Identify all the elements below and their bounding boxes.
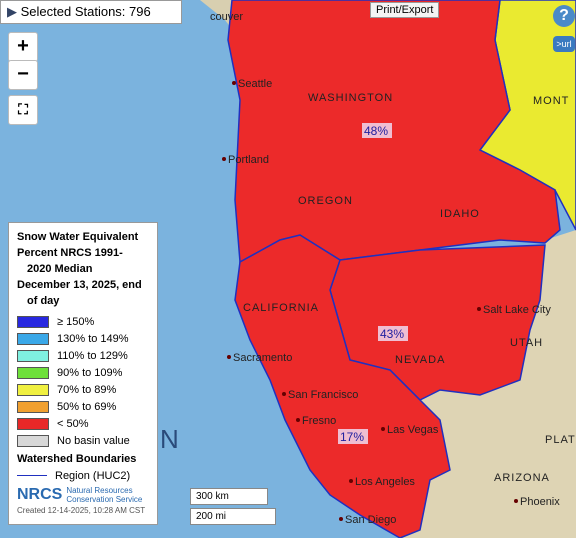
place-dot [296, 418, 300, 422]
legend-label: 50% to 69% [57, 400, 117, 413]
legend-item: 70% to 89% [17, 381, 149, 398]
region-label: 48% [364, 124, 388, 138]
place-label: PLATE [545, 434, 576, 446]
legend-item: 90% to 109% [17, 364, 149, 381]
legend-label: 130% to 149% [57, 332, 129, 345]
legend-item: No basin value [17, 432, 149, 449]
zoom-in[interactable]: + [8, 32, 38, 62]
place-label: Seattle [238, 78, 272, 90]
place-label: UTAH [510, 337, 543, 349]
place-label: couver [210, 11, 243, 23]
legend-label: ≥ 150% [57, 315, 95, 328]
place-dot [232, 81, 236, 85]
place-label: CALIFORNIA [243, 302, 319, 314]
legend-title-line: Percent NRCS 1991- [17, 247, 123, 259]
place-dot [227, 355, 231, 359]
place-dot [339, 517, 343, 521]
legend-label: No basin value [57, 434, 130, 447]
logo-text: Natural Resources [66, 486, 133, 495]
created: Created 12-14-2025, 10:28 AM CST [17, 506, 146, 515]
legend-title-line: Snow Water Equivalent [17, 231, 139, 243]
place-label: ARIZONA [494, 472, 550, 484]
legend-item: 130% to 149% [17, 330, 149, 347]
place-label: San Francisco [288, 389, 358, 401]
place-label: Phoenix [520, 496, 560, 508]
legend-title-line: December 13, 2025, end [17, 279, 142, 291]
zoom-out[interactable]: − [8, 60, 38, 90]
print-button[interactable]: Print/Export [370, 2, 440, 18]
legend-item: 110% to 129% [17, 347, 149, 364]
place-label: MONT [533, 95, 569, 107]
region-label-bg [338, 429, 368, 444]
legend-item: ≥ 150% [17, 313, 149, 330]
legend-label: < 50% [57, 417, 89, 430]
legend-swatch [17, 434, 49, 447]
legend: Snow Water Equivalent Percent NRCS 1991- 2… [8, 222, 158, 525]
logo-mark: NRCS [17, 486, 63, 503]
scale-km: 300 km [190, 488, 268, 505]
legend-label: 110% to 129% [57, 349, 128, 362]
fullscreen[interactable]: ⛶ [8, 95, 38, 125]
stations-count: 796 [129, 4, 151, 19]
legend-swatch [17, 366, 49, 379]
stations-bar[interactable]: ▶ Selected Stations: 796 [0, 0, 182, 24]
legend-label: 70% to 89% [57, 383, 117, 396]
place-label: IDAHO [440, 208, 480, 220]
legend-item: 50% to 69% [17, 398, 149, 415]
boundary-item: Region (HUC2) [17, 467, 149, 484]
url-button[interactable]: >url [553, 36, 575, 52]
boundary-label: Region (HUC2) [55, 469, 131, 482]
region-california [234, 234, 451, 538]
legend-label: 90% to 109% [57, 366, 123, 379]
place-label: NEVADA [395, 354, 445, 366]
legend-swatch [17, 315, 49, 328]
logo-text: Conservation Service [66, 495, 143, 504]
place-dot [477, 307, 481, 311]
place-label: Portland [228, 154, 269, 166]
legend-swatch [17, 332, 49, 345]
stations-label: Selected Stations: [20, 4, 126, 19]
legend-title-line: of day [27, 295, 60, 307]
legend-item: < 50% [17, 415, 149, 432]
place-label: Las Vegas [387, 424, 439, 436]
region-label: 17% [340, 430, 364, 444]
region-label: 43% [380, 327, 404, 341]
logo: NRCS Natural Resources Conservation Servi… [17, 486, 149, 504]
place-label: San Diego [345, 514, 396, 526]
place-label: Fresno [302, 415, 336, 427]
legend-swatch [17, 383, 49, 396]
legend-swatch [17, 349, 49, 362]
place-dot [282, 392, 286, 396]
boundaries-title: Watershed Boundaries [17, 453, 137, 465]
legend-swatch [17, 417, 49, 430]
region-pacific-northwest [227, 0, 561, 264]
place-dot [381, 427, 385, 431]
place-label: OREGON [298, 195, 353, 207]
place-label: Salt Lake City [483, 304, 551, 316]
place-label: WASHINGTON [308, 92, 393, 104]
legend-title-line: 2020 Median [27, 263, 93, 275]
place-label: Sacramento [233, 352, 292, 364]
place-dot [514, 499, 518, 503]
place-label: N [160, 424, 180, 454]
legend-swatch [17, 400, 49, 413]
place-dot [222, 157, 226, 161]
place-dot [349, 479, 353, 483]
scale-mi: 200 mi [190, 508, 276, 525]
region-label-bg [362, 123, 392, 138]
land [400, 230, 576, 538]
region-label-bg [378, 326, 408, 341]
help-button[interactable]: ? [553, 5, 575, 27]
place-label: Los Angeles [355, 476, 415, 488]
